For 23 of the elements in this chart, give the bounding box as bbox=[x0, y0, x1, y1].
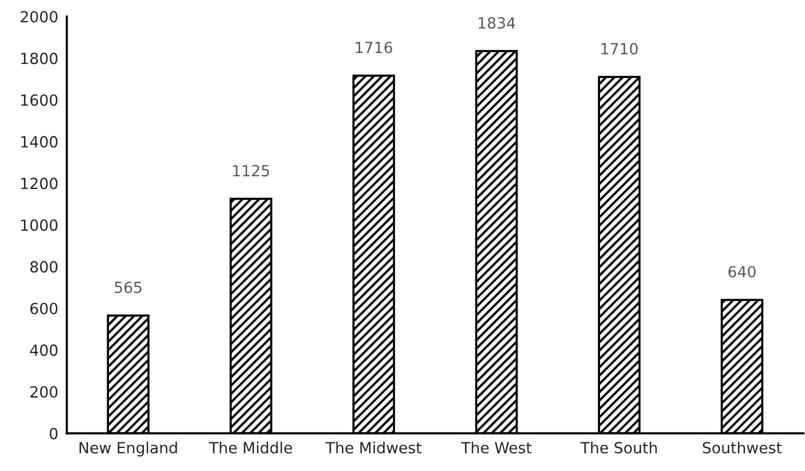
y-tick-label: 200 bbox=[30, 386, 58, 398]
x-tick-label: The Middle bbox=[209, 442, 292, 454]
y-tick-label: 0 bbox=[50, 428, 58, 440]
x-tick-label: The Midwest bbox=[326, 442, 422, 454]
x-tick-label: Southwest bbox=[702, 442, 782, 454]
data-label: 565 bbox=[114, 282, 142, 294]
y-tick-label: 1400 bbox=[21, 136, 58, 148]
y-tick-label: 1200 bbox=[21, 178, 58, 190]
data-label: 1716 bbox=[356, 42, 392, 54]
y-tick-label: 2000 bbox=[20, 10, 58, 23]
x-tick-label: The West bbox=[461, 442, 532, 454]
x-tick-label: New England bbox=[80, 442, 177, 456]
data-label: 1125 bbox=[233, 164, 270, 176]
y-tick-label: 800 bbox=[30, 261, 58, 273]
data-label: 1710 bbox=[601, 42, 638, 55]
data-label: 1834 bbox=[478, 17, 516, 29]
y-tick-label: 400 bbox=[30, 344, 58, 356]
y-tick-label: 600 bbox=[30, 302, 58, 314]
y-tick-label: 1800 bbox=[21, 52, 58, 64]
y-tick-label: 1600 bbox=[21, 94, 58, 106]
data-label: 640 bbox=[728, 266, 756, 278]
y-tick-label: 1000 bbox=[21, 219, 58, 231]
x-tick-label: The South bbox=[580, 442, 657, 454]
